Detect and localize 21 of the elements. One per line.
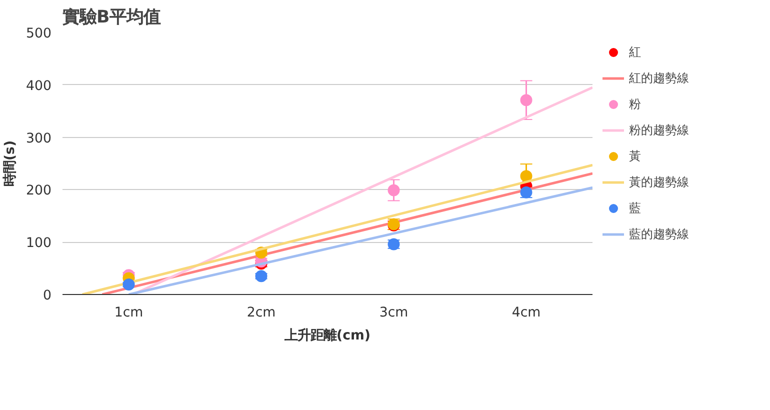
x-tick-label: 3cm (379, 306, 408, 320)
legend-label: 紅的趨勢線 (629, 70, 689, 86)
legend-label: 藍 (629, 200, 642, 216)
x-axis-title: 上升距離(cm) (284, 328, 370, 344)
legend-label: 紅 (629, 44, 642, 60)
y-axis-title: 時間(s) (3, 140, 18, 187)
y-tick-label: 500 (26, 26, 52, 42)
x-tick-label: 1cm (114, 306, 144, 320)
chart-title: 實驗B平均值 (62, 8, 161, 28)
y-tick-label: 200 (26, 184, 52, 199)
y-tick-label: 400 (26, 78, 52, 94)
legend-label: 粉的趨勢線 (629, 122, 689, 138)
x-tick-label: 4cm (512, 306, 541, 320)
y-tick-label: 300 (26, 131, 52, 146)
legend-label: 黃 (629, 148, 642, 164)
y-tick-label: 0 (43, 288, 52, 304)
x-tick-label: 2cm (246, 306, 276, 320)
legend-label: 黃的趨勢線 (629, 174, 689, 190)
legend-label: 藍的趨勢線 (629, 226, 689, 242)
legend-label: 粉 (629, 96, 642, 112)
y-tick-label: 100 (26, 236, 52, 252)
